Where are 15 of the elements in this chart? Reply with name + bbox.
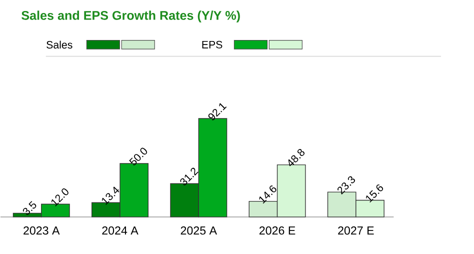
data-label: 48.8 [288, 148, 304, 166]
x-tick-label: 2023 A [24, 226, 60, 234]
chart-title: Sales and EPS Growth Rates (Y/Y %) [22, 10, 240, 22]
data-label: 15.6 [366, 184, 384, 202]
x-tick-label: 2024 A [102, 226, 138, 234]
x-tick-label: 2026 E [259, 226, 296, 234]
x-tick-label: 2027 E [338, 226, 374, 234]
data-label: 50.0 [129, 148, 148, 166]
x-tick-label: 2025 A [180, 226, 217, 234]
data-label: 14.6 [259, 185, 276, 204]
data-label: 3.5 [22, 200, 36, 215]
data-label: 31.2 [180, 168, 198, 186]
data-label: 92.1 [208, 102, 227, 120]
legend-label: Sales [46, 40, 72, 48]
legend-label: EPS [202, 40, 222, 48]
